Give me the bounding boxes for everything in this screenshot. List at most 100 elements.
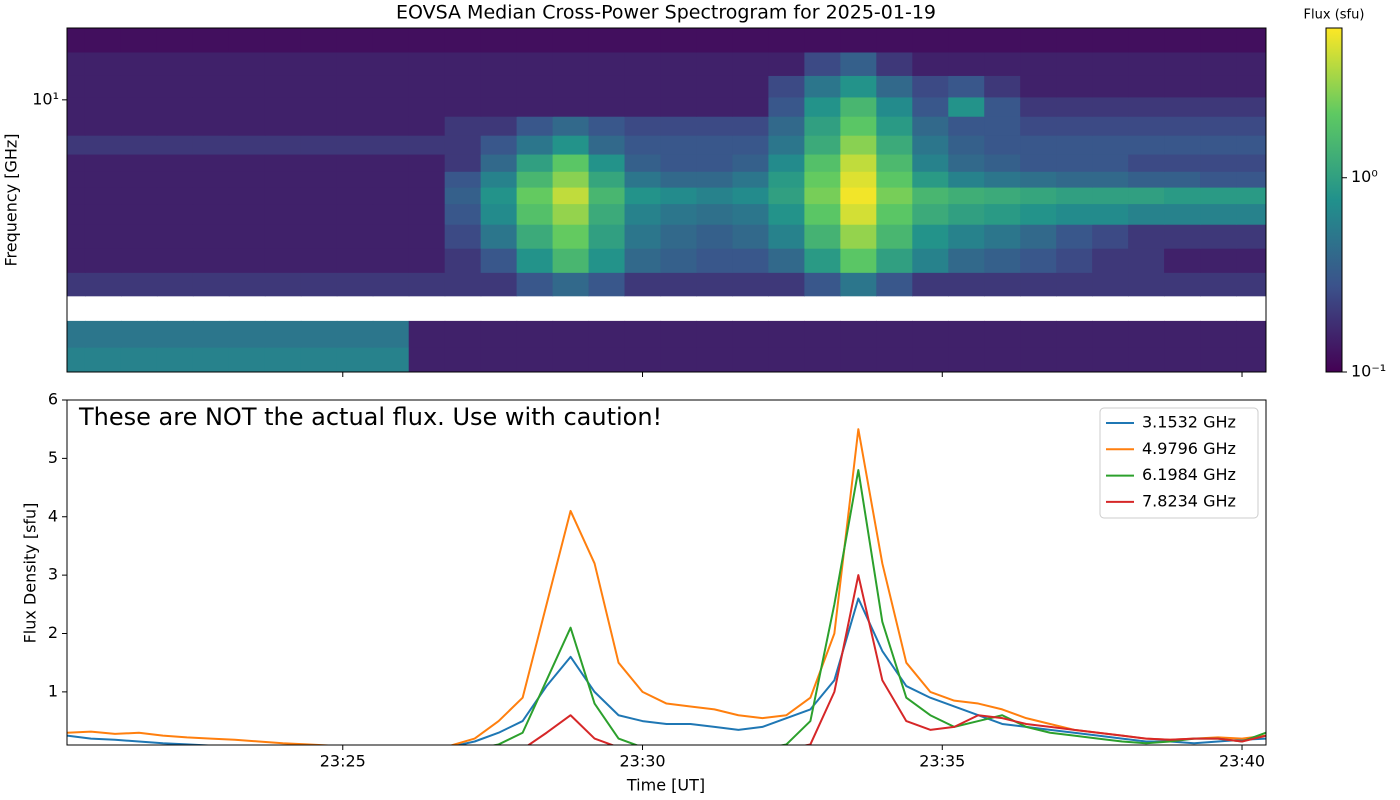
heatmap-cell bbox=[120, 96, 158, 117]
heatmap-cell bbox=[408, 116, 446, 136]
heatmap-cell bbox=[732, 203, 770, 225]
heatmap-cell bbox=[1200, 320, 1237, 348]
heatmap-cell bbox=[156, 248, 194, 273]
heatmap-cell bbox=[876, 116, 913, 136]
heatmap-cell bbox=[768, 116, 805, 136]
chart-title: EOVSA Median Cross-Power Spectrogram for… bbox=[396, 2, 936, 24]
heatmap-cell bbox=[1128, 51, 1165, 76]
heatmap-cell bbox=[264, 171, 302, 188]
heatmap-cell bbox=[624, 75, 662, 98]
heatmap-cell bbox=[624, 347, 662, 372]
heatmap-cell bbox=[876, 96, 913, 117]
heatmap-cell bbox=[228, 347, 266, 372]
heatmap-cell bbox=[336, 116, 374, 136]
heatmap-cell bbox=[192, 224, 230, 249]
heatmap-cell bbox=[1128, 347, 1165, 372]
heatmap-cell bbox=[1056, 28, 1093, 53]
heatmap-cell bbox=[624, 28, 662, 53]
heatmap-cell bbox=[732, 347, 770, 372]
series-line bbox=[67, 428, 1266, 745]
heatmap-cell bbox=[480, 203, 518, 225]
heatmap-cell bbox=[552, 272, 590, 297]
heatmap-cell bbox=[1164, 51, 1201, 76]
heatmap-cell bbox=[336, 320, 374, 348]
heatmap-cell bbox=[624, 153, 662, 172]
heatmap-cell bbox=[84, 203, 122, 225]
heatmap-cell bbox=[804, 347, 841, 372]
heatmap-cell bbox=[67, 224, 86, 249]
heatmap-cell bbox=[156, 320, 194, 348]
heatmap-cell bbox=[876, 135, 913, 155]
heatmap-cell bbox=[480, 28, 518, 53]
heatmap-cell bbox=[588, 272, 626, 297]
heatmap-cell bbox=[624, 171, 662, 188]
heatmap-cell bbox=[408, 224, 446, 249]
heatmap-cell bbox=[984, 186, 1021, 205]
heatmap-cell bbox=[67, 248, 86, 273]
heatmap-cell bbox=[1056, 153, 1093, 172]
heatmap-cell bbox=[120, 347, 158, 372]
heatmap-cell bbox=[372, 224, 410, 249]
heatmap-cell bbox=[1164, 186, 1201, 205]
heatmap-cell bbox=[156, 96, 194, 117]
heatmap-cell bbox=[1092, 96, 1129, 117]
heatmap-cell bbox=[336, 153, 374, 172]
heatmap-cell bbox=[264, 320, 302, 348]
heatmap-cell bbox=[912, 320, 949, 348]
heatmap-cell bbox=[84, 347, 122, 372]
heatmap-cell bbox=[1128, 28, 1165, 53]
heatmap-cell bbox=[1236, 135, 1266, 155]
heatmap-cell bbox=[372, 28, 410, 53]
heatmap-cell bbox=[1200, 116, 1237, 136]
heatmap-cell bbox=[948, 75, 985, 98]
heatmap-cell bbox=[372, 75, 410, 98]
heatmap-cell bbox=[336, 96, 374, 117]
heatmap-cell bbox=[804, 135, 841, 155]
heatmap-cell bbox=[408, 248, 446, 273]
heatmap-cell bbox=[516, 28, 554, 53]
heatmap-cell bbox=[912, 51, 949, 76]
heatmap-cell bbox=[516, 203, 554, 225]
heatmap-cell bbox=[876, 203, 913, 225]
heatmap-cell bbox=[408, 153, 446, 172]
heatmap-cell bbox=[408, 272, 446, 297]
heatmap-cell bbox=[624, 186, 662, 205]
heatmap-cell bbox=[372, 248, 410, 273]
heatmap-cell bbox=[732, 320, 770, 348]
heatmap-cell bbox=[948, 203, 985, 225]
heatmap-cell bbox=[67, 75, 86, 98]
heatmap-cell bbox=[660, 320, 698, 348]
heatmap-cell bbox=[300, 51, 338, 76]
heatmap-cell bbox=[552, 153, 590, 172]
heatmap-cell bbox=[1092, 248, 1129, 273]
heatmap-cell bbox=[67, 51, 86, 76]
heatmap-cell bbox=[732, 96, 770, 117]
heatmap-cell bbox=[696, 135, 734, 155]
heatmap-cell bbox=[300, 116, 338, 136]
heatmap-cell bbox=[552, 116, 590, 136]
heatmap-cell bbox=[588, 320, 626, 348]
heatmap-cell bbox=[1092, 347, 1129, 372]
heatmap-cell bbox=[408, 96, 446, 117]
heatmap-cell bbox=[67, 135, 86, 155]
heatmap-cell bbox=[1236, 116, 1266, 136]
heatmap-cell bbox=[768, 28, 805, 53]
heatmap-cell bbox=[1236, 28, 1266, 53]
heatmap-cell bbox=[876, 28, 913, 53]
heatmap-cell bbox=[588, 347, 626, 372]
heatmap-cell bbox=[768, 248, 805, 273]
heatmap-cell bbox=[840, 28, 877, 53]
heatmap-cell bbox=[1056, 116, 1093, 136]
heatmap-cell bbox=[840, 153, 877, 172]
heatmap-cell bbox=[444, 203, 482, 225]
heatmap-cell bbox=[1200, 171, 1237, 188]
heatmap-cell bbox=[1200, 347, 1237, 372]
heatmap-cell bbox=[1020, 272, 1057, 297]
heatmap-cell bbox=[1200, 96, 1237, 117]
heatmap-cell bbox=[516, 135, 554, 155]
heatmap-cell bbox=[516, 116, 554, 136]
heatmap-cell bbox=[1020, 153, 1057, 172]
heatmap-cell bbox=[444, 51, 482, 76]
heatmap-cell bbox=[120, 186, 158, 205]
heatmap-cell bbox=[1020, 51, 1057, 76]
